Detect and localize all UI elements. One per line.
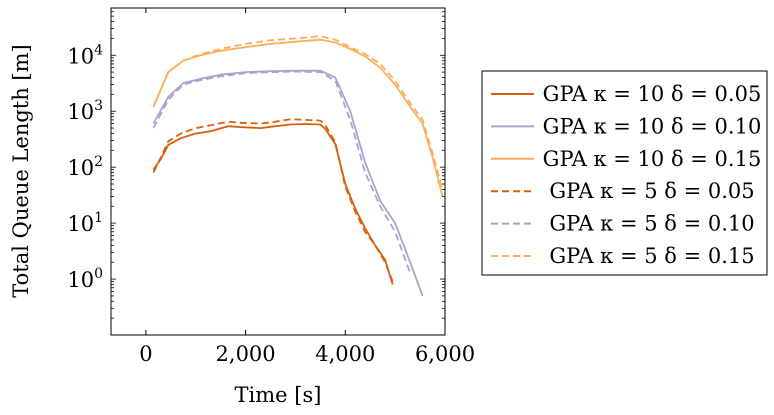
- y-tick-label: 101: [67, 210, 103, 236]
- y-tick-label: 104: [67, 42, 103, 68]
- series-line-1: [152, 123, 394, 285]
- legend-label: GPA κ = 5 δ = 0.10: [549, 212, 754, 236]
- legend: GPA κ = 10 δ = 0.05 GPA κ = 10 δ = 0.10 GP…: [481, 70, 768, 276]
- y-tick-label: 100: [67, 266, 103, 292]
- series-line-2: [152, 69, 424, 297]
- plot-frame: [110, 7, 446, 336]
- y-tick-label: 102: [67, 154, 103, 180]
- y-tick-label: 103: [67, 98, 103, 124]
- legend-label: GPA κ = 10 δ = 0.10: [543, 114, 762, 138]
- legend-box: [481, 70, 768, 276]
- x-tick-label: 2,000: [216, 342, 276, 366]
- series-line-3: [152, 38, 444, 197]
- legend-label: GPA κ = 10 δ = 0.05: [543, 82, 762, 106]
- y-axis-title: Total Queue Length [m]: [9, 44, 33, 297]
- series-line-6: [152, 35, 444, 190]
- legend-label: GPA κ = 5 δ = 0.05: [549, 179, 754, 203]
- legend-label: GPA κ = 10 δ = 0.15: [543, 147, 762, 171]
- plot-area: [152, 35, 444, 297]
- legend-label: GPA κ = 5 δ = 0.15: [549, 244, 754, 268]
- x-tick-label: 0: [139, 342, 152, 366]
- x-tick-label: 6,000: [415, 342, 475, 366]
- axis-ticks: 0 2,000 4,000 6,000 100 101 102 103 104: [67, 7, 475, 366]
- x-tick-label: 4,000: [315, 342, 375, 366]
- series-line-5: [152, 70, 411, 274]
- x-axis-title: Time [s]: [235, 383, 322, 407]
